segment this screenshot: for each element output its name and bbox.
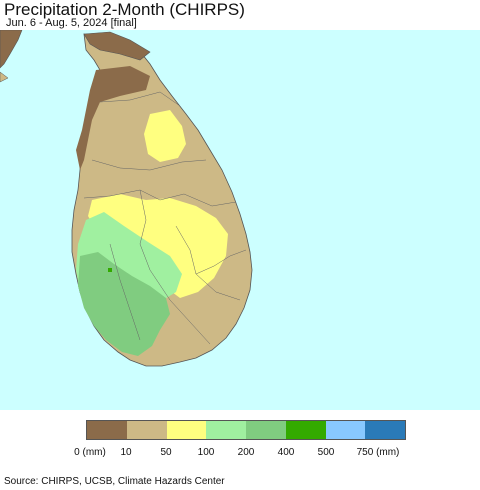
zone-central	[88, 194, 228, 298]
legend-swatch-6	[325, 421, 366, 439]
legend-swatch-1	[126, 421, 167, 439]
legend-swatch-4	[246, 421, 286, 439]
india-coast-south	[0, 71, 9, 83]
map-title: Precipitation 2-Month (CHIRPS)	[4, 0, 245, 19]
province-boundaries	[83, 91, 247, 345]
map-canvas	[0, 30, 480, 410]
zone-wet-medium	[78, 252, 170, 356]
legend-swatch-2	[166, 421, 207, 439]
legend-label: 750 (mm)	[356, 447, 400, 458]
map-subtitle: Jun. 6 - Aug. 5, 2024 [final]	[6, 17, 137, 29]
legend-label: 400	[277, 447, 295, 458]
legend-label: 10	[120, 447, 132, 458]
legend-swatch-5	[285, 421, 326, 439]
legend-swatch-3	[206, 421, 246, 439]
source-credit: Source: CHIRPS, UCSB, Climate Hazards Ce…	[4, 476, 225, 487]
legend-labels: 0 (mm) 10 50 100 200 400 500 750 (mm)	[0, 447, 480, 461]
jaffna-peninsula	[83, 31, 151, 61]
legend-label: 200	[237, 447, 255, 458]
india-coast	[0, 30, 23, 69]
legend-swatch-0	[87, 421, 127, 439]
legend-label: 100	[197, 447, 215, 458]
legend-label: 500	[317, 447, 335, 458]
legend-color-bar	[86, 420, 406, 440]
legend-label: 50	[160, 447, 172, 458]
legend-swatch-7	[365, 421, 405, 439]
dry-northwest	[76, 66, 150, 170]
zone-north-central	[144, 110, 186, 162]
legend-label: 0 (mm)	[74, 447, 106, 458]
precipitation-map	[0, 30, 480, 410]
zone-wet-heavy	[108, 268, 112, 272]
